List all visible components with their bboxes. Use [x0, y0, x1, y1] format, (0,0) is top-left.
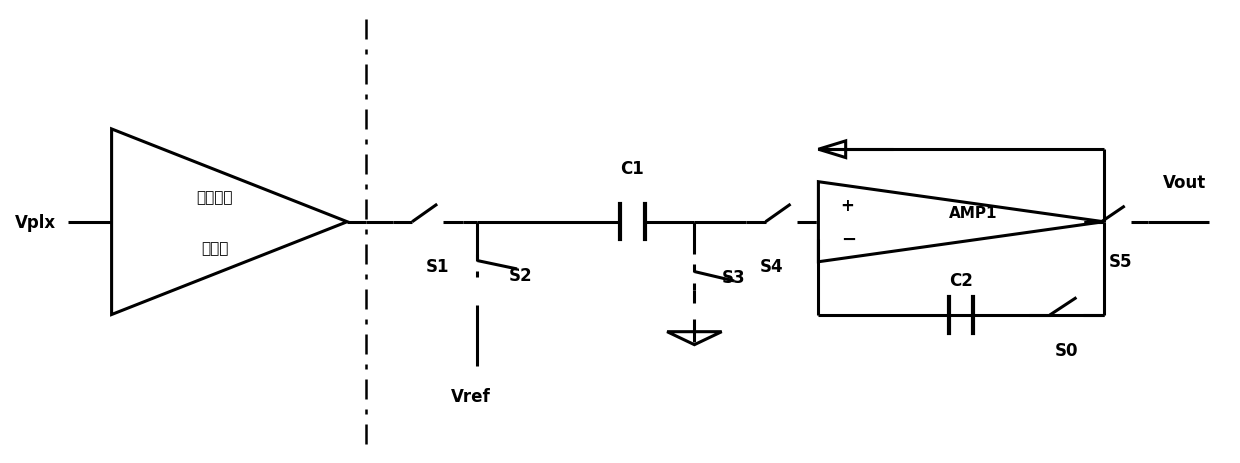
Text: Vout: Vout — [1163, 174, 1207, 192]
Text: S5: S5 — [1110, 253, 1132, 270]
Text: S3: S3 — [722, 269, 745, 287]
Text: Vplx: Vplx — [15, 213, 56, 231]
Text: S1: S1 — [427, 257, 449, 275]
Text: C1: C1 — [620, 160, 645, 178]
Text: +: + — [841, 196, 854, 214]
Text: 像素输出: 像素输出 — [196, 189, 233, 204]
Text: S2: S2 — [508, 267, 532, 284]
Text: S0: S0 — [1055, 341, 1078, 359]
Text: C2: C2 — [949, 272, 973, 290]
Text: 缓存器: 缓存器 — [201, 240, 228, 255]
Text: Vref: Vref — [451, 387, 491, 405]
Text: −: − — [841, 230, 856, 248]
Text: AMP1: AMP1 — [949, 206, 998, 220]
Text: S4: S4 — [759, 257, 784, 275]
